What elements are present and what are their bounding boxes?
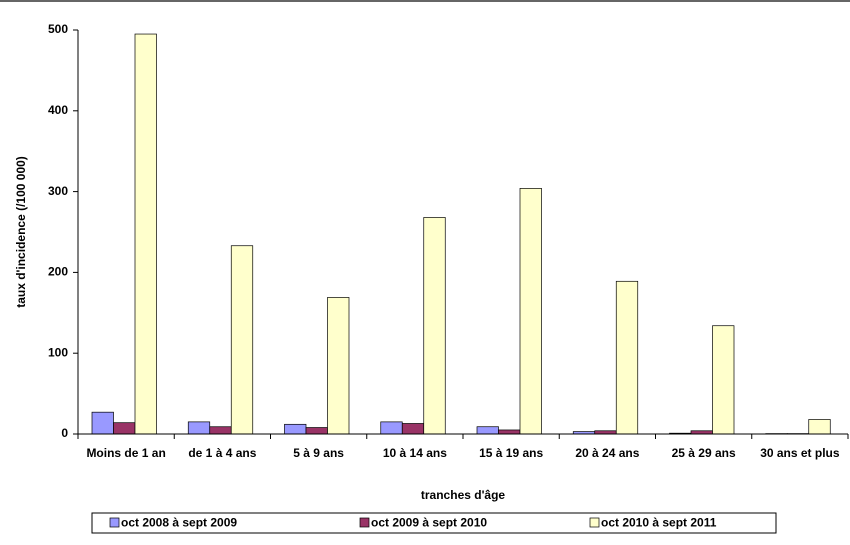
legend-label: oct 2009 à sept 2010 <box>371 516 487 530</box>
bar <box>498 429 521 435</box>
legend-swatch <box>589 517 600 528</box>
bar <box>327 297 350 435</box>
x-tick-label-box: 15 à 19 ans <box>479 446 544 460</box>
x-tick-label: Moins de 1 an <box>86 446 166 460</box>
x-tick-label-box: 10 à 14 ans <box>382 446 447 460</box>
bar <box>423 217 446 435</box>
y-tick-label: 400 <box>48 103 68 117</box>
legend-box <box>91 512 777 534</box>
x-tick-label: 5 à 9 ans <box>293 446 344 460</box>
x-tick-label: 25 à 29 ans <box>671 446 736 460</box>
x-tick-label-box: de 1 à 4 ans <box>188 446 257 460</box>
x-tick-label-box: 25 à 29 ans <box>671 446 736 460</box>
x-axis-label: tranches d'âge <box>421 488 506 502</box>
legend-label: oct 2008 à sept 2009 <box>121 516 237 530</box>
y-tick-label: 500 <box>48 22 68 36</box>
bar <box>230 245 254 435</box>
legend-swatch <box>109 517 120 528</box>
x-tick-label: de 1 à 4 ans <box>188 446 257 460</box>
bar <box>808 419 831 435</box>
legend-swatch <box>359 517 370 528</box>
x-tick-label: 20 à 24 ans <box>575 446 640 460</box>
x-tick-label: 10 à 14 ans <box>382 446 447 460</box>
bar <box>209 426 232 435</box>
bar <box>134 33 157 435</box>
x-tick-label-box: 20 à 24 ans <box>575 446 640 460</box>
y-tick-label: 100 <box>48 345 68 359</box>
y-tick-label: 200 <box>48 265 68 279</box>
bar <box>615 280 639 435</box>
bar <box>91 411 114 435</box>
y-axis-label: taux d'incidence (/100 000) <box>14 156 28 308</box>
x-tick-label-box: 5 à 9 ans <box>293 446 344 460</box>
bar <box>519 188 542 435</box>
x-tick-label-box: Moins de 1 an <box>86 446 166 460</box>
y-tick-label: 300 <box>48 184 68 198</box>
bar <box>113 422 136 435</box>
x-tick-label: 15 à 19 ans <box>479 446 544 460</box>
bar <box>284 423 307 435</box>
bar <box>401 423 425 435</box>
bar <box>380 421 403 435</box>
y-tick-label: 0 <box>61 426 68 440</box>
legend-label: oct 2010 à sept 2011 <box>601 516 717 530</box>
bar <box>712 325 735 435</box>
bar <box>187 421 211 435</box>
bar <box>305 427 328 435</box>
x-tick-label: 30 ans et plus <box>760 446 840 460</box>
bar <box>476 426 499 435</box>
x-tick-label-box: 30 ans et plus <box>760 446 840 460</box>
